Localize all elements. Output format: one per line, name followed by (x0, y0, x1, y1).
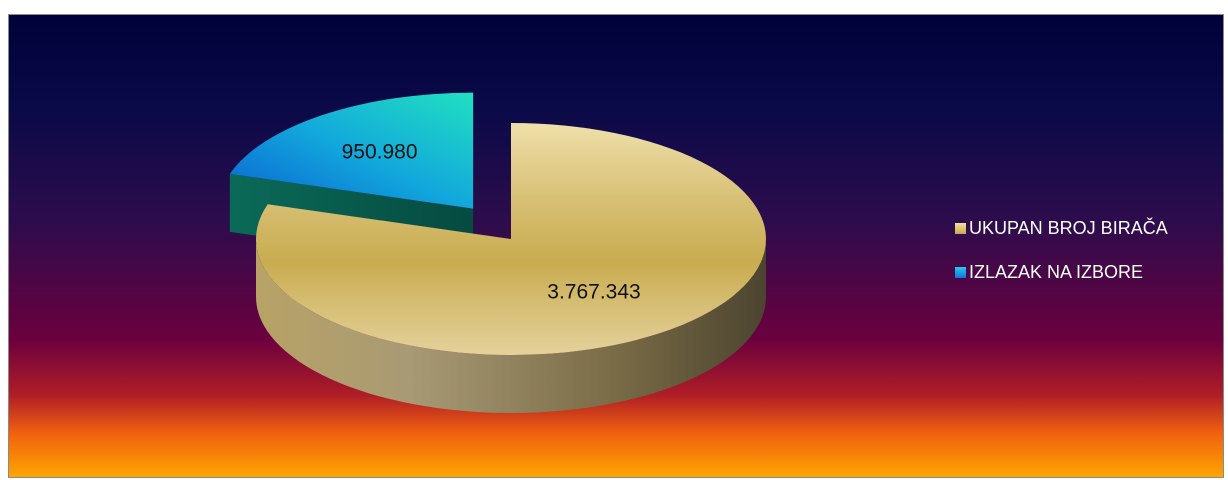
data-label-ukupan-broj-biraca: 3.767.343 (547, 280, 640, 303)
slice-izlazak-na-izbore (229, 92, 474, 209)
legend-swatch-blue (955, 266, 966, 278)
slice-ukupan-broj-biraca (255, 123, 766, 356)
legend-item-ukupan-broj-biraca: UKUPAN BROJ BIRAČA (955, 216, 1168, 240)
legend-label: UKUPAN BROJ BIRAČA (969, 217, 1168, 238)
legend-swatch-gold (955, 222, 966, 234)
legend: UKUPAN BROJ BIRAČA IZLAZAK NA IZBORE (955, 216, 1168, 304)
slice-side-ukupan-broj-biraca (256, 239, 766, 413)
pie-chart: 3.767.343 950.980 (9, 15, 1223, 477)
legend-item-izlazak-na-izbore: IZLAZAK NA IZBORE (955, 260, 1168, 284)
chart-area: 3.767.343 950.980 UKUPAN BROJ BIRAČA IZLA… (8, 14, 1224, 478)
data-label-izlazak-na-izbore: 950.980 (342, 141, 418, 164)
legend-label: IZLAZAK NA IZBORE (969, 261, 1144, 282)
